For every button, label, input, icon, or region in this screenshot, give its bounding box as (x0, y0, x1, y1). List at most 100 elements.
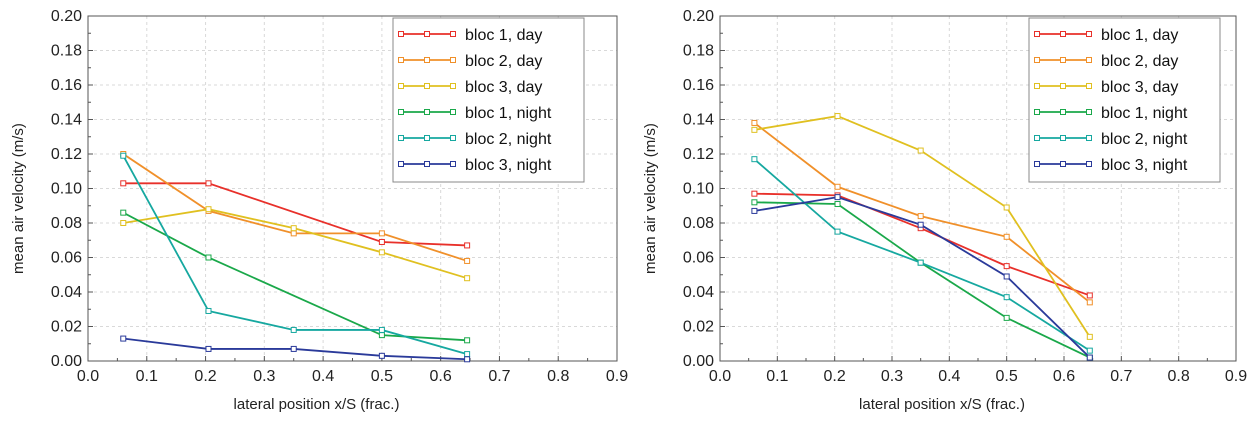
legend-label: bloc 2, day (1101, 53, 1178, 70)
data-point (464, 356, 471, 363)
y-tick-label: 0.14 (51, 112, 82, 129)
data-point (378, 230, 385, 237)
legend: bloc 1, day bloc 2, day bloc 3, day bloc 1,… (1028, 17, 1221, 183)
data-point (834, 194, 841, 201)
data-point (205, 307, 212, 314)
x-axis-label: lateral position x/S (frac.) (234, 396, 400, 413)
series-bloc-2-night (120, 152, 471, 358)
legend-item: bloc 3, night (398, 157, 552, 174)
data-point (120, 335, 127, 342)
legend-marker (1060, 135, 1066, 141)
data-point (1003, 263, 1010, 270)
legend-marker (1086, 31, 1092, 37)
legend-item: bloc 3, night (1034, 157, 1188, 174)
x-tick-label: 0.5 (371, 368, 393, 385)
data-point (464, 351, 471, 358)
data-point (120, 152, 127, 159)
legend-marker (398, 57, 404, 63)
legend-label: bloc 2, day (465, 53, 542, 70)
data-point (917, 147, 924, 154)
legend-marker (1086, 109, 1092, 115)
legend-marker (424, 83, 430, 89)
series-bloc-3-day (120, 206, 471, 282)
data-point (464, 337, 471, 344)
legend-item: bloc 2, night (398, 131, 552, 148)
legend-marker (398, 135, 404, 141)
legend-marker (450, 161, 456, 167)
data-point (378, 326, 385, 333)
data-point (1003, 314, 1010, 321)
data-point (751, 199, 758, 206)
data-point (1086, 299, 1093, 306)
x-tick-label: 0.1 (766, 368, 788, 385)
legend-label: bloc 1, day (1101, 27, 1178, 44)
legend-label: bloc 1, night (465, 105, 552, 122)
legend-marker (1060, 161, 1066, 167)
data-point (290, 230, 297, 237)
legend-item: bloc 2, day (1034, 53, 1178, 70)
legend-item: bloc 1, night (1034, 105, 1188, 122)
legend-item: bloc 1, day (398, 27, 542, 44)
y-tick-label: 0.12 (683, 146, 714, 163)
data-point (917, 221, 924, 228)
x-tick-label: 0.0 (77, 368, 99, 385)
legend-marker (1034, 83, 1040, 89)
legend-marker (398, 31, 404, 37)
data-point (120, 220, 127, 226)
x-tick-label: 0.3 (253, 368, 275, 385)
series-line (754, 192, 1091, 297)
data-point (834, 228, 841, 235)
legend-marker (424, 135, 430, 141)
series-line (122, 155, 468, 355)
data-point (751, 126, 758, 133)
legend-item: bloc 3, day (398, 79, 542, 96)
legend-marker (1060, 109, 1066, 115)
y-tick-label: 0.02 (683, 319, 714, 336)
x-tick-label: 0.0 (709, 368, 731, 385)
data-point (205, 206, 212, 213)
x-tick-label: 0.6 (430, 368, 452, 385)
y-tick-label: 0.06 (51, 250, 82, 267)
x-tick-label: 0.7 (1110, 368, 1132, 385)
data-point (205, 254, 212, 261)
legend-marker (1060, 31, 1066, 37)
data-point (464, 242, 471, 249)
series-bloc-3-night (751, 194, 1093, 361)
legend-marker (1034, 135, 1040, 141)
data-point (1003, 273, 1010, 280)
legend-label: bloc 2, night (465, 131, 552, 148)
legend-item: bloc 1, night (398, 105, 552, 122)
data-point (1086, 347, 1093, 354)
legend-box (1028, 17, 1221, 183)
data-point (464, 257, 471, 264)
y-tick-label: 0.04 (51, 284, 82, 301)
x-tick-label: 0.8 (547, 368, 569, 385)
x-tick-label: 0.9 (1225, 368, 1247, 385)
data-point (1003, 204, 1010, 211)
data-point (464, 275, 471, 282)
y-tick-label: 0.00 (683, 353, 714, 370)
x-tick-label: 0.4 (938, 368, 960, 385)
legend-item: bloc 1, day (1034, 27, 1178, 44)
data-point (290, 225, 297, 232)
x-tick-label: 0.2 (824, 368, 846, 385)
legend-marker (1086, 57, 1092, 63)
legend-marker (1060, 83, 1066, 89)
data-point (378, 352, 385, 359)
x-tick-label: 0.7 (488, 368, 510, 385)
series-bloc-1-day (751, 190, 1093, 299)
data-point (1086, 354, 1093, 361)
data-point (751, 190, 758, 197)
legend-marker (1034, 31, 1040, 37)
legend-label: bloc 3, night (465, 157, 552, 174)
legend-marker (424, 109, 430, 115)
x-tick-label: 0.2 (194, 368, 216, 385)
y-tick-label: 0.16 (51, 77, 82, 94)
legend-marker (1034, 161, 1040, 167)
data-point (120, 209, 127, 216)
data-point (917, 259, 924, 266)
legend: bloc 1, day bloc 2, day bloc 3, day bloc 1,… (392, 17, 585, 183)
y-tick-label: 0.18 (51, 43, 82, 60)
